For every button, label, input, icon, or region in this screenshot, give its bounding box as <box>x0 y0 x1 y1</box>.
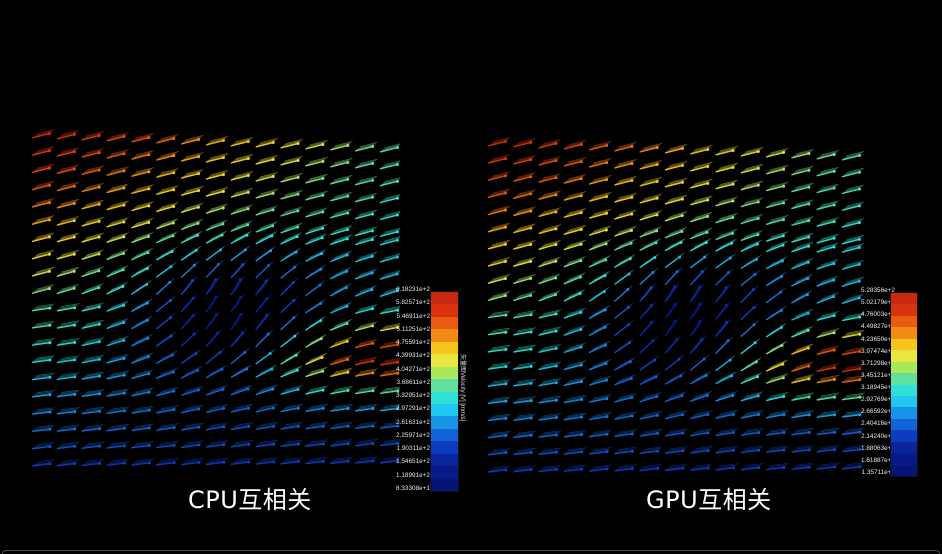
colorbar-segment <box>431 391 458 404</box>
colorbar-tick-label: 4.39931e+2 <box>396 352 430 360</box>
colorbar-segment <box>431 478 458 491</box>
colorbar-tick-label: 3.71298e+2 <box>861 359 895 367</box>
colorbar-tick-label: 1.61887e+2 <box>861 456 895 464</box>
colorbar-segment <box>891 350 917 362</box>
gpu-caption: GPU互相关 <box>646 486 772 514</box>
colorbar-tick-label: 2.97291e+2 <box>396 405 430 413</box>
gpu-vector-field-canvas <box>487 137 865 473</box>
colorbar-tick-label: 1.88063e+2 <box>861 444 895 452</box>
colorbar-tick-label: 2.25971e+2 <box>396 431 430 439</box>
colorbar-segment <box>891 418 917 431</box>
colorbar-tick-label: 5.82571e+2 <box>396 299 430 307</box>
colorbar-tick-label: 2.92769e+2 <box>861 396 895 404</box>
colorbar-segment <box>891 304 917 316</box>
colorbar-tick-label: 4.23650e+2 <box>861 335 895 343</box>
colorbar-tick-label: 3.32951e+2 <box>396 392 430 400</box>
cpu-panel: 6.18231e+2 5.82571e+2 5.46911e+2 5.11251e+2… <box>0 0 470 514</box>
colorbar-tick-label: 3.18945e+2 <box>861 384 895 391</box>
colorbar-segment <box>431 403 458 417</box>
colorbar-tick-label: 8.33308e+1 <box>396 484 430 492</box>
colorbar-tick-label: 5.28356e+2 <box>861 287 895 294</box>
colorbar-segment <box>891 373 917 385</box>
colorbar-segment <box>891 361 917 374</box>
colorbar-tick-label: 2.61631e+2 <box>396 418 430 426</box>
colorbar-segment <box>431 366 458 380</box>
colorbar-tick-label: 4.76003e+2 <box>861 311 895 319</box>
colorbar-tick-label: 1.35711e+2 <box>861 468 895 476</box>
colorbar-segment <box>891 293 917 305</box>
cpu-colorbar-scale <box>430 291 459 492</box>
gpu-colorbar-labels: 5.28356e+2 5.02179e+2 4.76003e+2 4.49827e+2… <box>847 287 895 476</box>
colorbar-segment <box>431 316 458 330</box>
cpu-colorbar-legend: 6.18231e+2 5.82571e+2 5.46911e+2 5.11251e+2… <box>370 284 470 496</box>
colorbar-segment <box>431 354 458 367</box>
colorbar-segment <box>431 379 458 392</box>
colorbar-segment <box>431 453 458 467</box>
cpu-colorbar-labels: 6.18231e+2 5.82571e+2 5.46911e+2 5.11251e+2… <box>378 286 430 492</box>
colorbar-tick-label: 2.14240e+2 <box>861 432 895 440</box>
cpu-vector-field-canvas <box>31 129 400 467</box>
screen-bottom-edge <box>2 550 940 554</box>
colorbar-tick-label: 4.04271e+2 <box>396 365 430 373</box>
colorbar-segment <box>891 327 917 339</box>
colorbar-tick-label: 1.18991e+2 <box>396 471 430 479</box>
colorbar-tick-label: 3.45121e+2 <box>861 371 895 379</box>
colorbar-tick-label: 2.66592e+2 <box>861 408 895 416</box>
colorbar-segment <box>891 407 917 419</box>
colorbar-segment <box>891 441 917 454</box>
colorbar-segment <box>431 466 458 479</box>
colorbar-segment <box>431 304 458 317</box>
colorbar-segment <box>891 384 917 396</box>
colorbar-tick-label: 1.90311e+2 <box>396 445 430 453</box>
colorbar-segment <box>891 338 917 351</box>
gpu-vector-field-plot <box>471 0 871 480</box>
cpu-colorbar-title: 矢量图Velocity [V] [mm/s] <box>459 354 465 422</box>
colorbar-segment <box>431 341 458 355</box>
cpu-vector-field-plot <box>0 0 400 480</box>
colorbar-segment <box>891 464 917 476</box>
colorbar-segment <box>891 395 917 408</box>
colorbar-tick-label: 5.46911e+2 <box>396 312 430 320</box>
colorbar-segment <box>431 416 458 429</box>
colorbar-tick-label: 1.54651e+2 <box>396 458 430 466</box>
colorbar-tick-label: 6.18231e+2 <box>396 286 430 293</box>
colorbar-tick-label: 5.02179e+2 <box>861 299 895 307</box>
colorbar-tick-label: 2.40416e+2 <box>861 420 895 428</box>
colorbar-segment <box>431 292 458 305</box>
colorbar-segment <box>891 315 917 328</box>
cpu-caption: CPU互相关 <box>188 486 312 514</box>
colorbar-tick-label: 5.11251e+2 <box>396 325 430 333</box>
colorbar-tick-label: 3.97474e+2 <box>861 347 895 355</box>
colorbar-tick-label: 4.75591e+2 <box>396 339 430 347</box>
gpu-colorbar-scale <box>890 292 918 477</box>
colorbar-segment <box>891 430 917 442</box>
gpu-panel: 5.28356e+2 5.02179e+2 4.76003e+2 4.49827e+2… <box>471 0 942 554</box>
colorbar-segment <box>431 441 458 454</box>
colorbar-segment <box>431 329 458 342</box>
colorbar-tick-label: 4.49827e+2 <box>861 323 895 331</box>
colorbar-tick-label: 3.68611e+2 <box>396 378 430 386</box>
colorbar-segment <box>431 428 458 442</box>
gpu-colorbar-legend: 5.28356e+2 5.02179e+2 4.76003e+2 4.49827e+2… <box>841 284 941 480</box>
colorbar-segment <box>891 453 917 465</box>
